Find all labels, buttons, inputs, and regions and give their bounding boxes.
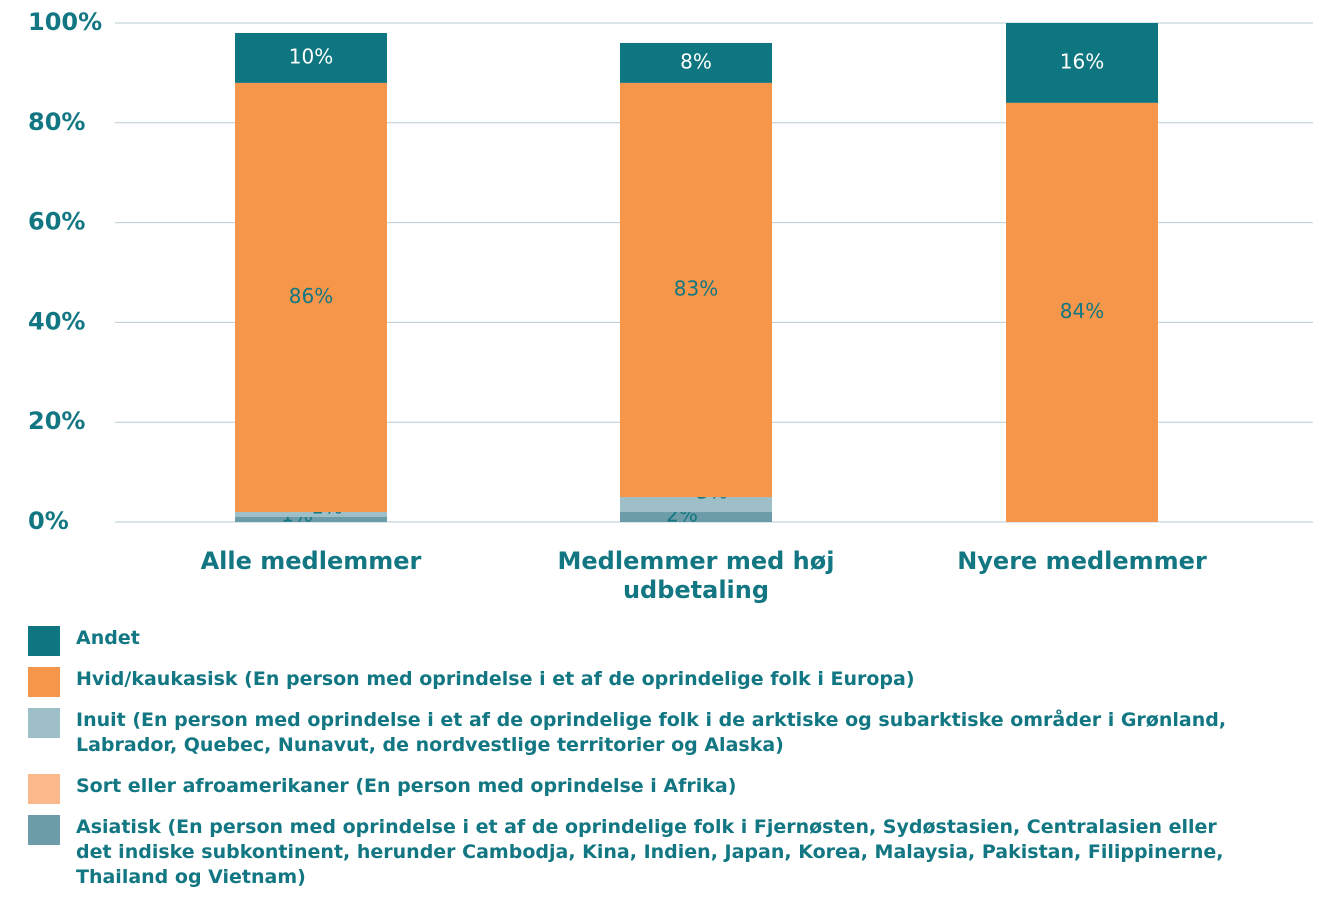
legend-label: Inuit (En person med oprindelse i et af … xyxy=(76,709,1227,756)
legend-item: Asiatisk (En person med oprindelse i et … xyxy=(28,815,1256,890)
legend-item: Inuit (En person med oprindelse i et af … xyxy=(28,708,1256,758)
legend-swatch xyxy=(28,708,60,738)
legend-label: Hvid/kaukasisk (En person med oprindelse… xyxy=(76,668,915,690)
legend-swatch xyxy=(28,626,60,656)
x-tick-label: Nyere medlemmer xyxy=(957,547,1207,575)
legend-item: Hvid/kaukasisk (En person med oprindelse… xyxy=(28,667,1256,697)
data-label: 10% xyxy=(289,44,333,68)
bar-segment xyxy=(620,82,772,498)
chart: 0%20%40%60%80%100%1%1%86%10%2%3%83%8%84%… xyxy=(28,8,1313,535)
bar-segment xyxy=(235,32,387,83)
x-tick-label: Medlemmer med høj udbetaling xyxy=(557,547,835,604)
bar-segment xyxy=(235,82,387,513)
y-tick-label: 20% xyxy=(28,407,85,435)
bar-segment xyxy=(1006,102,1158,522)
y-tick-label: 40% xyxy=(28,307,85,335)
data-label: 16% xyxy=(1060,49,1104,73)
data-label: 8% xyxy=(680,49,712,73)
bar-segment xyxy=(235,512,387,518)
data-label: 84% xyxy=(1060,299,1104,323)
data-label: 86% xyxy=(289,284,333,308)
legend-swatch xyxy=(28,774,60,804)
legend: Andet Hvid/kaukasisk (En person med oprin… xyxy=(28,626,1318,906)
legend-item: Sort eller afroamerikaner (En person med… xyxy=(28,774,1256,804)
legend-label: Asiatisk (En person med oprindelse i et … xyxy=(76,816,1224,888)
data-label: 83% xyxy=(674,276,718,300)
bar-segment xyxy=(620,497,772,513)
y-tick-label: 60% xyxy=(28,208,85,236)
y-tick-label: 100% xyxy=(28,8,102,36)
legend-label: Andet xyxy=(76,627,140,649)
x-tick-label: Alle medlemmer xyxy=(200,547,422,575)
bar-segment xyxy=(620,512,772,522)
legend-label: Sort eller afroamerikaner (En person med… xyxy=(76,775,737,797)
y-tick-label: 0% xyxy=(28,507,69,535)
bar-segment xyxy=(235,517,387,522)
legend-swatch xyxy=(28,667,60,697)
legend-swatch xyxy=(28,815,60,845)
bar-segment xyxy=(620,42,772,83)
bar-segment xyxy=(1006,23,1158,103)
y-tick-label: 80% xyxy=(28,108,85,136)
legend-item: Andet xyxy=(28,626,1256,656)
